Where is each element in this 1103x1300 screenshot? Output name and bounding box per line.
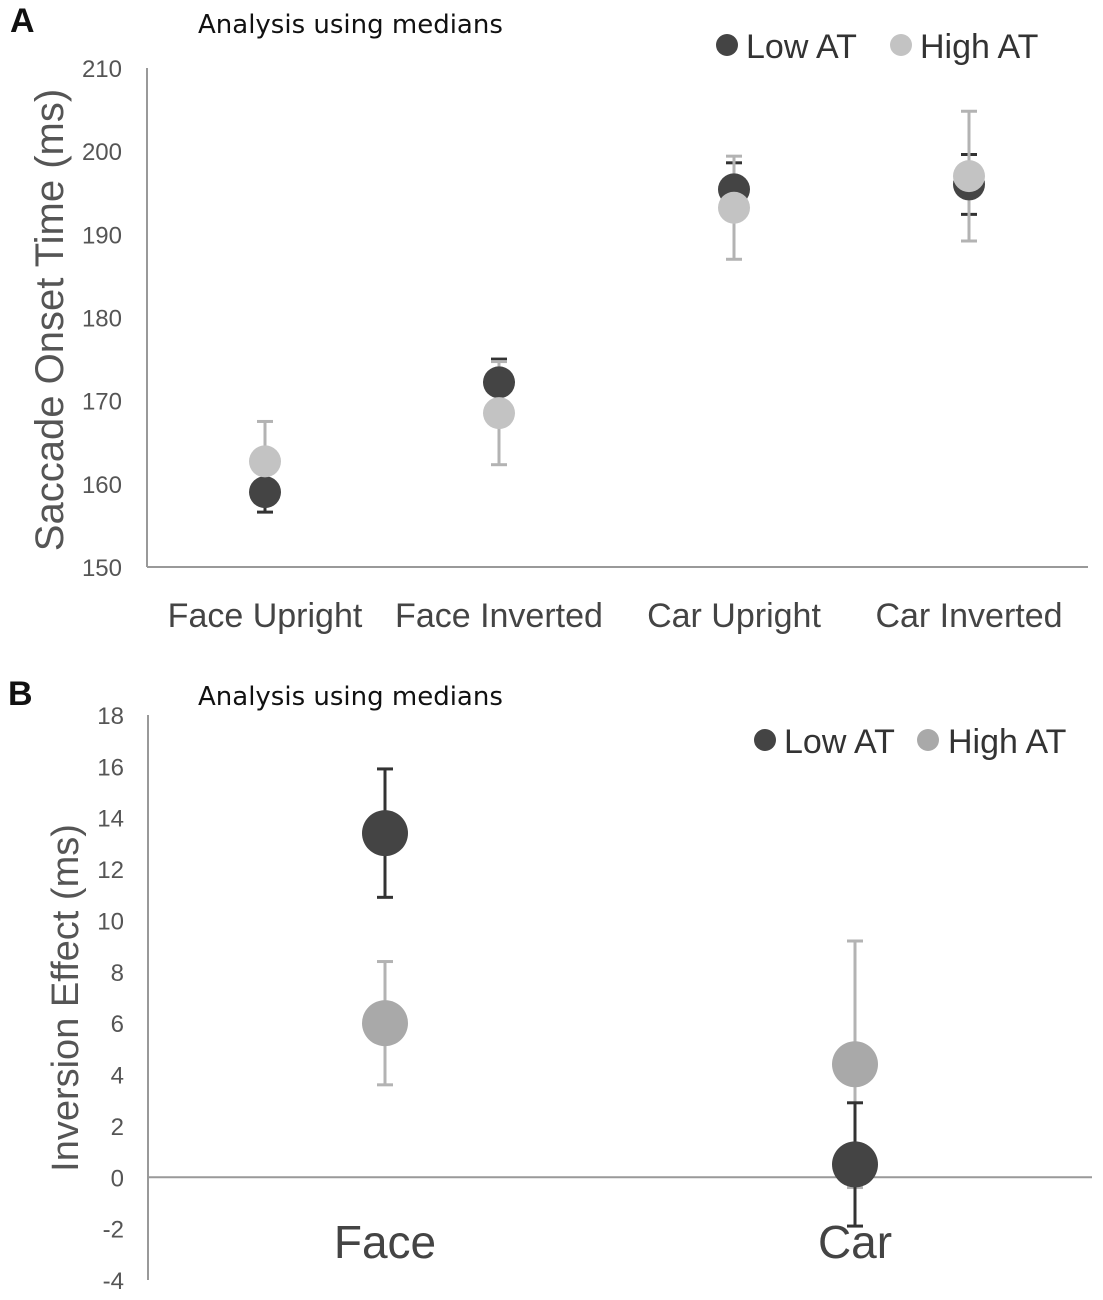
panel-a-legend-low-marker (716, 34, 738, 56)
panel-a-y-tick-label: 190 (82, 222, 122, 249)
panel-b-y-tick-label: 6 (111, 1011, 124, 1038)
panel-b-y-tick-label: 18 (97, 703, 124, 730)
panel-b-point-high (832, 1041, 878, 1088)
panel-b-legend-high-marker (917, 729, 939, 751)
panel-b-y-axis-label: Inversion Effect (ms) (45, 824, 87, 1172)
panel-b-legend-low-label: Low AT (784, 723, 895, 761)
panel-b-point-high (362, 1000, 408, 1047)
panel-b-title: Analysis using medians (198, 682, 503, 712)
panel-b-y-tick-label: 10 (97, 908, 124, 935)
panel-a-point-low (249, 476, 281, 509)
panel-a-y-tick-label: 160 (82, 472, 122, 499)
panel-b-y-tick-label: -4 (103, 1268, 124, 1295)
panel-a-point-high (249, 445, 281, 478)
panel-a-legend-high-marker (890, 34, 912, 56)
panel-a-point-high (718, 191, 750, 224)
panel-a-plot: 150 160 170 180 190 200 210 Face Upright Face In… (82, 56, 1088, 635)
panel-a-point-high (953, 160, 985, 193)
panel-a-x-tick-label: Face Inverted (395, 597, 603, 635)
panel-b-point-low (362, 810, 408, 857)
panel-a-letter: A (10, 2, 35, 40)
panel-a-x-tick-label: Car Inverted (875, 597, 1062, 635)
panel-a-y-tick-label: 180 (82, 306, 122, 333)
panel-a-y-tick-label: 200 (82, 139, 122, 166)
panel-a-point-low (483, 366, 515, 399)
panel-b-legend-high-label: High AT (948, 723, 1066, 761)
panel-b-y-tick-label: 4 (111, 1063, 124, 1090)
panel-a-point-high (483, 397, 515, 430)
panel-a-legend-high-label: High AT (920, 28, 1038, 66)
panel-b-y-tick-label: 2 (111, 1114, 124, 1141)
panel-b-y-tick-label: 0 (111, 1165, 124, 1192)
panel-b-y-tick-label: -2 (103, 1217, 124, 1244)
panel-b-legend-low-marker (754, 729, 776, 751)
panel-a-title: Analysis using medians (198, 10, 503, 40)
panel-a-x-tick-label: Face Upright (168, 597, 363, 635)
panel-a-y-tick-label: 170 (82, 389, 122, 416)
panel-a-y-axis-label: Saccade Onset Time (ms) (28, 89, 72, 551)
panel-b-y-tick-label: 8 (111, 960, 124, 987)
panel-b-y-tick-label: 16 (97, 754, 124, 781)
panel-a-y-tick-label: 150 (82, 555, 122, 582)
panel-a-x-tick-label: Car Upright (647, 597, 821, 635)
panel-b-x-tick-label: Face (334, 1216, 436, 1268)
panel-b-point-low (832, 1141, 878, 1188)
panel-a-legend-low-label: Low AT (746, 28, 857, 66)
panel-b-letter: B (8, 675, 33, 713)
panel-a-y-tick-label: 210 (82, 56, 122, 83)
panel-b-y-tick-label: 12 (97, 857, 124, 884)
panel-b-y-tick-label: 14 (97, 806, 124, 833)
